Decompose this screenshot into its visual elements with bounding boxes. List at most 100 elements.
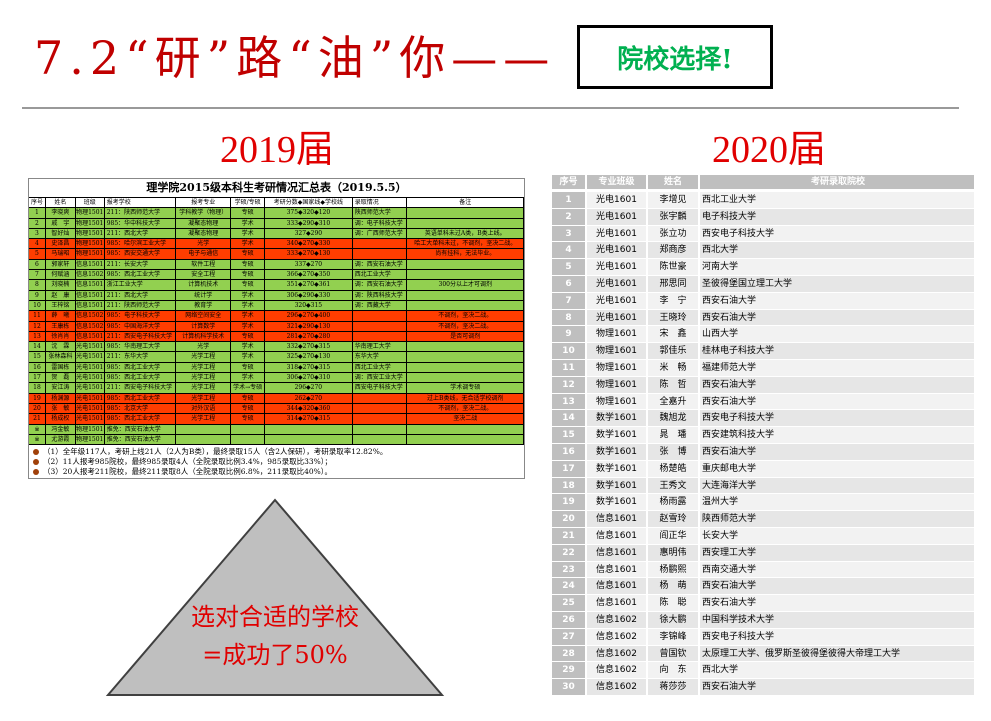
column-header: 班级 (76, 198, 105, 208)
table-cell: 西安石油大学 (702, 446, 757, 457)
table-row: 4 光电1601 郑商彦 西北大学 (552, 242, 974, 260)
table-cell: 211：东华大学 (105, 352, 177, 362)
table-cell: 陕西师范大学 (702, 514, 757, 525)
table-cell: 信息1501 (76, 290, 105, 300)
table-cell (353, 434, 408, 445)
table-cell: 1 (29, 208, 46, 218)
pyramid-line1: 选对合适的学校 (191, 603, 359, 631)
table-cell: 是否可调剂 (407, 331, 524, 342)
table-cell: 信息1502 (76, 270, 105, 280)
table-cell: 刘晓楠 (46, 280, 76, 290)
bullet-icon (33, 469, 39, 476)
table-cell: 信息1601 (587, 511, 648, 527)
table-cell: 211：陕西师范大学 (105, 208, 177, 218)
table-cell: 不调剂，坚决二战。 (407, 321, 524, 331)
table-cell: 光电1501 (76, 362, 105, 373)
note-item: （3）20人报考211院校，最终211录取8人（全院录取比例6.8%，211录取… (33, 467, 520, 477)
table-cell: 东华大学 (353, 352, 408, 362)
table-cell: 15 (29, 352, 46, 362)
table-cell: 调：电子科技大学 (353, 218, 408, 228)
table-cell: 安江涛 (46, 383, 76, 393)
table-cell: 30 (552, 679, 587, 695)
table-row: 1 李晓爽 物理1501 211：陕西师范大学 学科教学（物理） 专硕 375◆320◆12… (29, 207, 524, 218)
table-row: 16 雷国栋 光电1501 985：西北工业大学 光学工程 专硕 318◆270◆315 西北… (29, 361, 524, 373)
table-cell: 985：中国海洋大学 (105, 321, 177, 331)
table-cell: ※ (29, 434, 46, 445)
table-row: 23 信息1601 杨鹏熙 西南交通大学 (552, 561, 974, 579)
table-cell: 3 (29, 228, 46, 239)
table-cell: 物理1601 (587, 326, 648, 343)
table-cell: 光电1601 (587, 309, 648, 326)
table-row: 5 马瑞昭 物理1501 985：西安交通大学 电子与通信 专硕 333◆270◆130 尚有… (29, 248, 524, 259)
table-cell: 向 东 (648, 662, 700, 679)
table-row: 3 光电1601 张立功 西安电子科技大学 (552, 225, 974, 243)
table-cell: 西安石油大学 (702, 312, 757, 323)
table-cell: 信息1601 (587, 544, 648, 561)
table-cell: 262◆270 (265, 393, 353, 403)
table-cell: 王秀文 (648, 477, 700, 494)
table-cell: 信息1602 (587, 611, 648, 628)
table-cell: 信息1501 (76, 331, 105, 342)
table-row: 13 物理1601 全嘉升 西安石油大学 (552, 393, 974, 411)
column-header: 报考学校 (105, 198, 177, 208)
bullet-icon (33, 459, 39, 466)
table-cell: 过上B类线，无合适学校调剂 (407, 393, 524, 403)
table-cell: 物理1501 (76, 239, 105, 249)
table-cell: 光电1601 (587, 192, 648, 208)
table-cell: 重庆邮电大学 (702, 463, 757, 474)
pyramid-line2: =成功了50% (202, 641, 348, 669)
table-cell: 数学1601 (587, 494, 648, 511)
table-cell: 调：西藏大学 (353, 300, 408, 311)
table-cell: 调：陕西科技大学 (353, 290, 408, 300)
table-cell: 杨楚皓 (648, 460, 700, 477)
table-cell: 学术 (231, 239, 266, 249)
column-header: 序号 (29, 198, 46, 208)
slide-title: 7.2“研”路“油”你—— (34, 31, 556, 85)
table-cell: 211：西安电子科技大学 (105, 331, 177, 342)
table-cell: 惠明伟 (648, 544, 700, 561)
table-cell: 10 (29, 300, 46, 311)
table-cell: 学术 (231, 311, 266, 321)
table-cell: 光学工程 (176, 362, 232, 373)
note-text: （2）11人报考985院校，最终985录取4人（全院录取比例3.4%，985录取… (43, 457, 333, 467)
table-cell: 光电1501 (76, 383, 105, 393)
table-cell: 物理1501 (76, 424, 105, 434)
table-cell: 专硕 (231, 403, 266, 414)
column-header: 序号 (552, 175, 587, 189)
table-cell: 物理1601 (587, 393, 648, 410)
table-cell: 西南交通大学 (702, 564, 757, 575)
summary-notes: （1）全年级117人，考研上线21人（2人为B类），最终录取15人（含2人保研）… (29, 444, 524, 479)
table-cell: 985：西北工业大学 (105, 393, 177, 403)
table-row: 12 王康栋 信息1502 985：中国海洋大学 计算数学 学术 321◆290◆130 不调… (29, 320, 524, 331)
table-row: 30 信息1602 蒋莎莎 西安石油大学 (552, 679, 974, 696)
table-2020-header: 序号 专业班级 姓名 考研录取院校 (552, 175, 974, 190)
table-cell: 985：哈尔滨工业大学 (105, 239, 177, 249)
table-cell: 数学1601 (587, 477, 648, 494)
table-cell: 邢思同 (648, 275, 700, 292)
table-cell: 西安建筑科技大学 (702, 430, 775, 441)
table-cell: 14 (29, 342, 46, 352)
table-row: ※ 冯金敏 物理1501 推免：西安石油大学 (29, 423, 524, 434)
table-cell (231, 424, 266, 434)
table-cell: 对外汉语 (176, 403, 232, 414)
table-cell: 281◆270◆280 (265, 331, 353, 342)
column-header: 考研分数◆国家线◆学校线 (265, 198, 353, 208)
table-row: 28 信息1602 曾国钦 太原理工大学、俄罗斯圣彼得堡彼得大帝理工大学 (552, 645, 974, 663)
table-cell: 20 (29, 403, 46, 414)
table-cell: 雷国栋 (46, 362, 76, 373)
table-cell: 专硕 (231, 280, 266, 290)
table-row: 8 刘晓楠 信息1501 浙江工业大学 计算机技术 专硕 351◆270◆361 调：西安石油… (29, 279, 524, 290)
table-row: 5 光电1601 陈世豪 河南大学 (552, 259, 974, 276)
table-cell: 西安电子科技大学 (702, 631, 775, 642)
table-cell: 杨鹏熙 (648, 561, 700, 578)
table-cell: 西北工业大学 (353, 270, 408, 280)
pyramid-shape (105, 498, 445, 696)
table-cell: 张林森科 (46, 352, 76, 362)
table-cell: 学术→专硕 (231, 383, 266, 393)
table-cell: 学术 (231, 300, 266, 311)
table-cell: 贺 磊 (46, 373, 76, 383)
column-header: 录取情况 (353, 198, 408, 208)
table-cell: 尤游霞 (46, 434, 76, 445)
table-cell: 信息1601 (587, 578, 648, 595)
table-cell: 344◆320◆360 (265, 403, 353, 414)
